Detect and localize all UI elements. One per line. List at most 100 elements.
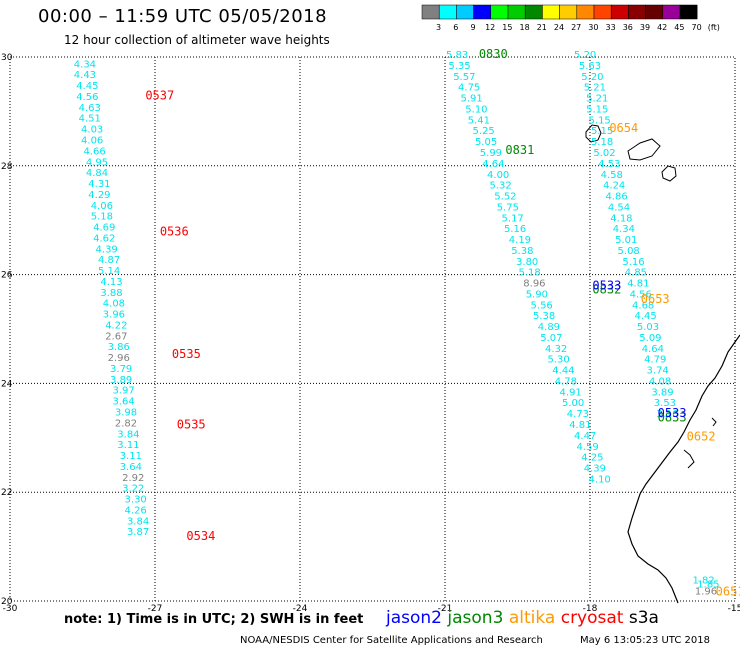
wave-height-value: 4.91: [560, 387, 582, 398]
wave-height-value: 4.95: [86, 157, 108, 168]
page-subtitle: 12 hour collection of altimeter wave hei…: [64, 33, 330, 47]
pass-time-label: 0833: [658, 410, 687, 424]
wave-height-value: 4.68: [632, 300, 654, 311]
colorbar-label: 39: [640, 23, 650, 32]
wave-height-value: 4.26: [125, 505, 147, 516]
wave-height-value: 4.22: [105, 320, 127, 331]
wave-height-value: 4.10: [589, 474, 611, 485]
colorbar-swatch: [490, 4, 509, 20]
wave-height-value: 5.38: [511, 246, 533, 257]
wave-height-value: 5.41: [468, 115, 490, 126]
wave-height-value: 5.38: [533, 311, 555, 322]
colorbar-swatch: [456, 4, 474, 20]
wave-height-value: 4.34: [613, 224, 635, 235]
pass-time-label: 0535: [172, 347, 201, 361]
cryosat-track-0651: 1.821.851.96: [692, 576, 719, 598]
wave-height-value: 4.08: [649, 376, 671, 387]
lat-tick-label: 30: [1, 53, 13, 63]
wave-height-value: 4.25: [581, 453, 603, 464]
lat-tick-label: 24: [1, 379, 13, 389]
wave-height-value: 4.62: [93, 233, 115, 244]
wave-height-value: 2.96: [108, 353, 130, 364]
page-title: 00:00 – 11:59 UTC 05/05/2018: [38, 6, 328, 27]
footer-credit: NOAA/NESDIS Center for Satellite Applica…: [240, 635, 543, 646]
wave-height-value: 5.15: [591, 126, 613, 137]
colorbar-label: 36: [623, 23, 633, 32]
wave-height-value: 3.22: [122, 484, 144, 495]
colorbar-swatch: [628, 4, 646, 20]
legend-s3a: s3a: [628, 608, 659, 628]
coast-inlet: [683, 449, 695, 469]
wave-height-value: 4.03: [81, 125, 103, 136]
colorbar-label: 9: [470, 23, 475, 32]
wave-height-value: 5.35: [448, 61, 470, 72]
colorbar-label: 70: [692, 23, 702, 32]
wave-height-value: 2.82: [115, 418, 137, 429]
pass-time-label: 0537: [145, 88, 174, 102]
wave-height-value: 4.75: [458, 83, 480, 94]
colorbar-label: 3: [436, 23, 441, 32]
pass-time-label: 0654: [609, 121, 638, 135]
wave-height-value: 3.89: [651, 387, 673, 398]
lat-tick-label: 22: [1, 488, 12, 498]
colorbar-swatch: [473, 4, 492, 20]
wave-height-value: 5.83: [446, 50, 468, 61]
wave-height-value: 5.30: [547, 355, 569, 366]
wave-height-value: 4.39: [584, 464, 606, 475]
wave-height-value: 3.11: [120, 451, 142, 462]
lat-tick-label: 20: [1, 597, 13, 607]
colorbar-swatch: [507, 4, 526, 20]
wave-height-value: 4.64: [642, 344, 664, 355]
wave-height-value: 5.18: [91, 212, 113, 223]
wave-height-value: 4.87: [98, 255, 120, 266]
colorbar-swatch: [662, 4, 681, 20]
wave-height-value: 5.18: [591, 137, 613, 148]
wave-height-value: 4.47: [574, 431, 596, 442]
colorbar-swatch: [542, 4, 560, 20]
wave-height-value: 3.96: [103, 310, 125, 321]
wave-height-value: 3.16: [656, 409, 678, 420]
wave-height-value: 5.21: [584, 83, 606, 94]
wave-height-value: 5.18: [518, 268, 540, 279]
wave-height-value: 3.79: [110, 364, 132, 375]
wave-height-value: 4.18: [610, 213, 632, 224]
colorbar-swatch: [559, 4, 578, 20]
pass-time-label: 0535: [177, 418, 206, 432]
wave-height-value: 3.74: [647, 366, 669, 377]
pass-time-label: 0536: [160, 224, 189, 238]
colorbar-swatch: [524, 4, 543, 20]
wave-height-value: 4.81: [569, 420, 591, 431]
colorbar-label: 27: [571, 23, 581, 32]
wave-height-value: 1.82: [692, 576, 714, 587]
wave-height-value: 3.64: [112, 397, 134, 408]
colorbar-swatch: [421, 4, 440, 20]
wave-height-value: 4.06: [81, 135, 103, 146]
wave-height-value: 3.64: [120, 462, 142, 473]
colorbar-label: 33: [606, 23, 616, 32]
wave-height-value: 5.90: [526, 289, 548, 300]
wave-height-value: 3.30: [125, 495, 147, 506]
wave-height-value: 3.84: [117, 429, 139, 440]
cryosat-track: 4.344.434.454.564.634.514.034.064.664.95…: [74, 59, 149, 538]
wave-height-value: 4.34: [74, 59, 96, 70]
wave-height-value: 5.17: [502, 213, 524, 224]
lon-tick-label: -24: [293, 604, 308, 614]
pass-time-labels: 0830083106540832053306530833053306520651…: [145, 47, 740, 598]
wave-height-value: 5.02: [593, 148, 615, 159]
pass-time-label: 0653: [641, 292, 670, 306]
wave-height-value: 5.20: [574, 50, 596, 61]
wave-height-value: 4.00: [487, 170, 509, 181]
colorbar-swatch: [645, 4, 664, 20]
wave-height-value: 5.52: [494, 192, 516, 203]
wave-height-value: 4.63: [79, 103, 101, 114]
wave-height-value: 4.58: [601, 170, 623, 181]
axis-labels: -30 -27 -24 -21 -18 -15 30 28 26 24 22 20: [1, 53, 740, 614]
legend-cryosat: cryosat: [560, 608, 624, 628]
wave-height-value: 3.53: [654, 398, 676, 409]
wave-height-value: 4.78: [555, 376, 577, 387]
wave-height-value: 4.44: [552, 366, 574, 377]
wave-height-value: 3.89: [110, 375, 132, 386]
colorbar-label: 18: [520, 23, 530, 32]
wave-height-value: 5.57: [453, 72, 475, 83]
wave-height-value: 3.86: [108, 342, 130, 353]
